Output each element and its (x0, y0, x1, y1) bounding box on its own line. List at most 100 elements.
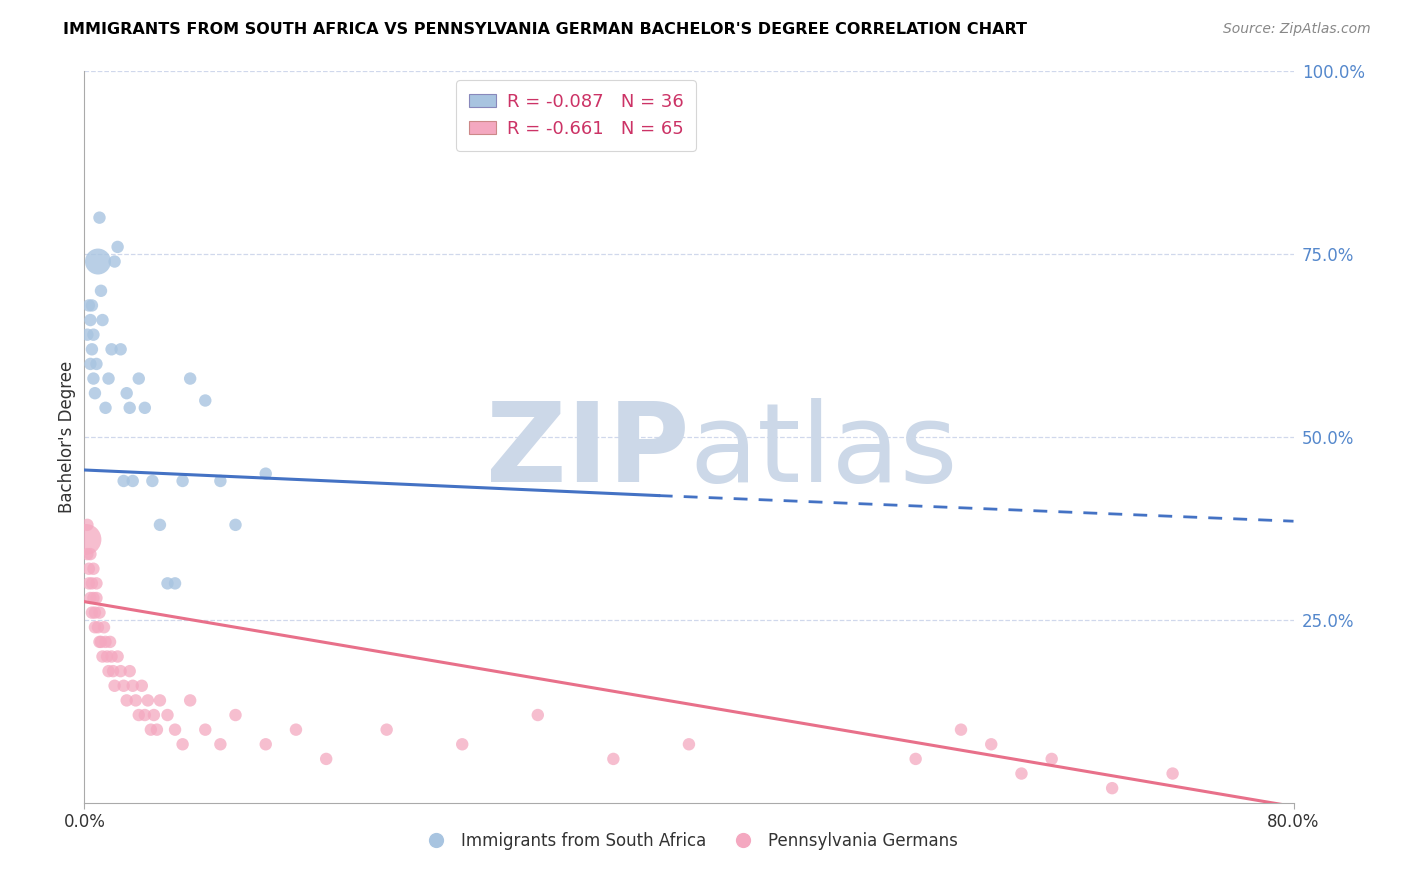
Point (134, 708, 156, 723)
Point (136, 693, 159, 707)
Point (93, 620, 115, 634)
Point (79, 591, 101, 605)
Point (194, 393, 217, 408)
Point (86, 576, 108, 591)
Point (165, 576, 187, 591)
Point (156, 708, 179, 723)
Point (179, 693, 201, 707)
Point (84, 606, 107, 620)
Point (86, 591, 108, 605)
Point (118, 664, 141, 678)
Point (375, 723, 398, 737)
Point (79, 357, 101, 371)
Point (115, 693, 138, 707)
Point (80, 576, 103, 591)
Point (107, 649, 129, 664)
Point (76, 517, 98, 532)
Point (131, 679, 153, 693)
Point (82, 327, 104, 342)
Point (80, 343, 103, 357)
Text: atlas: atlas (689, 398, 957, 505)
Point (79, 547, 101, 561)
Point (87, 620, 110, 634)
Point (84, 620, 107, 634)
Point (94, 401, 117, 415)
Point (118, 401, 141, 415)
Point (315, 752, 337, 766)
Point (82, 371, 104, 385)
Point (1040, 752, 1063, 766)
Point (107, 240, 129, 254)
Text: Source: ZipAtlas.com: Source: ZipAtlas.com (1223, 22, 1371, 37)
Point (225, 708, 247, 723)
Point (100, 649, 122, 664)
Point (121, 474, 143, 488)
Point (87, 254, 110, 268)
Point (149, 517, 172, 532)
Point (172, 737, 194, 751)
Point (527, 708, 550, 723)
Y-axis label: Bachelor's Degree: Bachelor's Degree (58, 361, 76, 513)
Point (94, 635, 117, 649)
Point (125, 693, 148, 707)
Point (75, 533, 97, 547)
Point (89, 635, 111, 649)
Point (90, 284, 112, 298)
Point (602, 752, 624, 766)
Point (134, 401, 156, 415)
Point (1161, 766, 1184, 780)
Point (115, 386, 138, 401)
Point (128, 371, 150, 385)
Point (146, 723, 169, 737)
Point (79, 313, 101, 327)
Point (97, 664, 120, 678)
Point (128, 708, 150, 723)
Point (451, 737, 474, 751)
Point (112, 474, 135, 488)
Point (142, 708, 165, 723)
Text: IMMIGRANTS FROM SOUTH AFRICA VS PENNSYLVANIA GERMAN BACHELOR'S DEGREE CORRELATIO: IMMIGRANTS FROM SOUTH AFRICA VS PENNSYLV… (63, 22, 1028, 37)
Point (1011, 766, 1033, 780)
Point (141, 474, 163, 488)
Point (77, 576, 100, 591)
Point (86, 357, 108, 371)
Point (80, 606, 103, 620)
Point (285, 723, 308, 737)
Point (77, 562, 100, 576)
Point (165, 723, 187, 737)
Point (980, 737, 1002, 751)
Point (1101, 781, 1123, 796)
Point (172, 474, 194, 488)
Point (194, 723, 217, 737)
Point (121, 679, 143, 693)
Point (179, 371, 201, 385)
Point (104, 254, 127, 268)
Legend: Immigrants from South Africa, Pennsylvania Germans: Immigrants from South Africa, Pennsylvan… (413, 825, 965, 856)
Point (254, 467, 277, 481)
Point (84, 386, 107, 401)
Point (209, 474, 232, 488)
Point (678, 737, 700, 751)
Point (100, 343, 122, 357)
Point (89, 211, 111, 225)
Point (110, 664, 132, 678)
Point (89, 606, 111, 620)
Point (156, 576, 179, 591)
Point (82, 562, 104, 576)
Point (904, 752, 927, 766)
Point (950, 723, 973, 737)
Point (104, 679, 127, 693)
Point (98, 635, 121, 649)
Point (225, 517, 247, 532)
Point (77, 298, 100, 312)
Point (149, 693, 172, 707)
Point (76, 547, 98, 561)
Point (82, 591, 104, 605)
Text: ZIP: ZIP (485, 398, 689, 505)
Point (254, 737, 277, 751)
Point (101, 664, 124, 678)
Point (91, 313, 114, 327)
Point (90, 635, 112, 649)
Point (91, 649, 114, 664)
Point (139, 723, 162, 737)
